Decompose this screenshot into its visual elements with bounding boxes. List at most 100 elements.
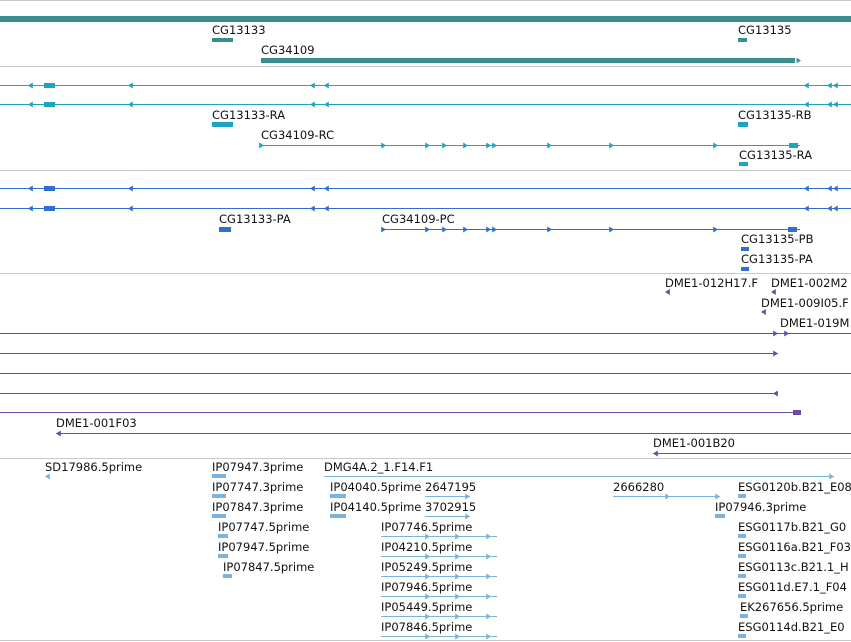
transcript-cg34109-rc-arrow [381,142,386,149]
gene-span-bar [0,16,851,22]
est-arrow [455,613,460,620]
est-glyph-esg0114d [738,634,746,638]
est-label-ip07847-5[interactable]: IP07847.5prime [223,560,315,574]
protein-label-cg13135-pa[interactable]: CG13135-PA [741,252,813,266]
transcript-exon-arrow [804,82,809,89]
transcript-label-cg13135-rb[interactable]: CG13135-RB [738,108,812,122]
gene-label-cg13133[interactable]: CG13133 [212,23,266,37]
est-glyph-ip07947-3 [212,474,226,478]
est-label-ip04040[interactable]: IP04040.5prime [330,480,422,494]
protein-cg34109-pc-arrow [713,226,718,233]
est-glyph-ip07947-5 [218,554,228,558]
probe-glyph-dme1-002m2 [771,289,776,295]
transcript-exon-arrow [324,82,329,89]
est-arrow [455,533,460,540]
est-arrow [455,593,460,600]
protein-exon [44,206,55,211]
est-label-esg011d[interactable]: ESG011d.E7.1_F04 [738,580,847,594]
probe-arrow-3 [773,350,778,357]
gene-glyph-cg34109-arrow [796,57,801,64]
est-label-ip07947-5[interactable]: IP07947.5prime [218,540,310,554]
est-arrow [455,553,460,560]
gene-glyph-cg34109 [261,58,795,63]
transcript-cg34109-rc-arrow [713,142,718,149]
transcript-cg34109-rc-arrow [547,142,552,149]
gene-label-cg34109[interactable]: CG34109 [261,43,315,57]
transcript-cg34109-rc-arrow [259,142,264,149]
est-label-esg0120b[interactable]: ESG0120b.B21_E08 [738,480,851,494]
probe-label-dme1-012h17[interactable]: DME1-012H17.F [665,276,759,290]
protein-cg34109-pc-arrow [609,226,614,233]
est-arrow [465,513,470,520]
protein-label-cg13135-pb[interactable]: CG13135-PB [741,232,814,246]
est-label-ip07947-3[interactable]: IP07947.3prime [212,460,304,474]
gene-label-cg13135[interactable]: CG13135 [738,23,792,37]
protein-exon-arrow [28,185,33,192]
est-arrow [486,593,491,600]
protein-cg34109-pc-arrow [463,226,468,233]
est-arrow [425,593,430,600]
est-arrow [455,633,460,640]
est-label-ip07847-3[interactable]: IP07847.3prime [212,500,304,514]
est-label-ip04140[interactable]: IP04140.5prime [330,500,422,514]
est-arrow [455,573,460,580]
transcript-exon-arrow [827,101,832,108]
probe-arrow-f03 [56,430,61,437]
est-arrow [425,553,430,560]
est-glyph-ip07847-3 [212,514,226,518]
est-label-ip04210[interactable]: IP04210.5prime [381,540,473,554]
est-label-esg0113c[interactable]: ESG0113c.B21.1_H [738,560,849,574]
est-label-esg0117b[interactable]: ESG0117b.B21_G0 [738,520,847,534]
probe-label-dme1-019m[interactable]: DME1-019M [780,316,850,330]
est-arrow [486,633,491,640]
est-arrow [486,573,491,580]
transcript-glyph-cg13133-ra [212,122,233,127]
est-label-ip07746[interactable]: IP07746.5prime [381,520,473,534]
est-glyph-esg0120b [738,494,746,498]
protein-label-cg13133-pa[interactable]: CG13133-PA [219,212,291,226]
protein-exon-arrow [128,185,133,192]
probe-label-dme1-009i05[interactable]: DME1-009I05.F [761,296,849,310]
est-label-dmg4a2[interactable]: DMG4A.2_1.F14.F1 [324,460,434,474]
est-arrow [715,493,720,500]
protein-exon-arrow [128,205,133,212]
est-arrow [486,613,491,620]
transcript-cg34109-rc-arrow [442,142,447,149]
est-label-ip07846[interactable]: IP07846.5prime [381,620,473,634]
est-label-ek267656[interactable]: EK267656.5prime [740,600,844,614]
est-label-ip05249[interactable]: IP05249.5prime [381,560,473,574]
est-label-ip07946-3[interactable]: IP07946.3prime [715,500,807,514]
protein-cg34109-pc-arrow [442,226,447,233]
est-label-sd17986[interactable]: SD17986.5prime [45,460,143,474]
transcript-exon [44,83,55,88]
transcript-exon-arrow [310,82,315,89]
protein-exon-arrow [324,185,329,192]
protein-exon-arrow [310,185,315,192]
probe-label-dme1-001f03[interactable]: DME1-001F03 [56,416,137,430]
est-label-2647195[interactable]: 2647195 [425,480,477,494]
transcript-label-cg13135-ra[interactable]: CG13135-RA [739,148,813,162]
probe-label-dme1-002m2[interactable]: DME1-002M2 [771,276,848,290]
est-label-ip07747-5[interactable]: IP07747.5prime [218,520,310,534]
est-arrow [425,633,430,640]
est-label-esg0116a[interactable]: ESG0116a.B21_F03 [738,540,851,554]
transcript-exon-arrow [324,101,329,108]
est-glyph-ip04140 [330,514,346,518]
est-label-2666280[interactable]: 2666280 [613,480,665,494]
protein-exon-arrow [833,185,838,192]
protein-exon-arrow [324,205,329,212]
probe-label-dme1-001b20[interactable]: DME1-001B20 [653,436,735,450]
transcript-label-cg34109-rc[interactable]: CG34109-RC [261,128,335,142]
est-arrow [425,533,430,540]
transcript-exon-arrow [28,101,33,108]
est-label-ip07946-5[interactable]: IP07946.5prime [381,580,473,594]
est-glyph-ip07847-5 [223,574,232,578]
transcript-label-cg13133-ra[interactable]: CG13133-RA [212,108,286,122]
est-label-esg0114d[interactable]: ESG0114d.B21_E0 [738,620,845,634]
protein-exon-arrow [804,185,809,192]
protein-label-cg34109-pc[interactable]: CG34109-PC [382,212,455,226]
est-label-ip05449[interactable]: IP05449.5prime [381,600,473,614]
est-label-ip07747-3[interactable]: IP07747.3prime [212,480,304,494]
est-label-3702915[interactable]: 3702915 [425,500,477,514]
probe-glyph-dme1-012h17 [665,289,670,295]
